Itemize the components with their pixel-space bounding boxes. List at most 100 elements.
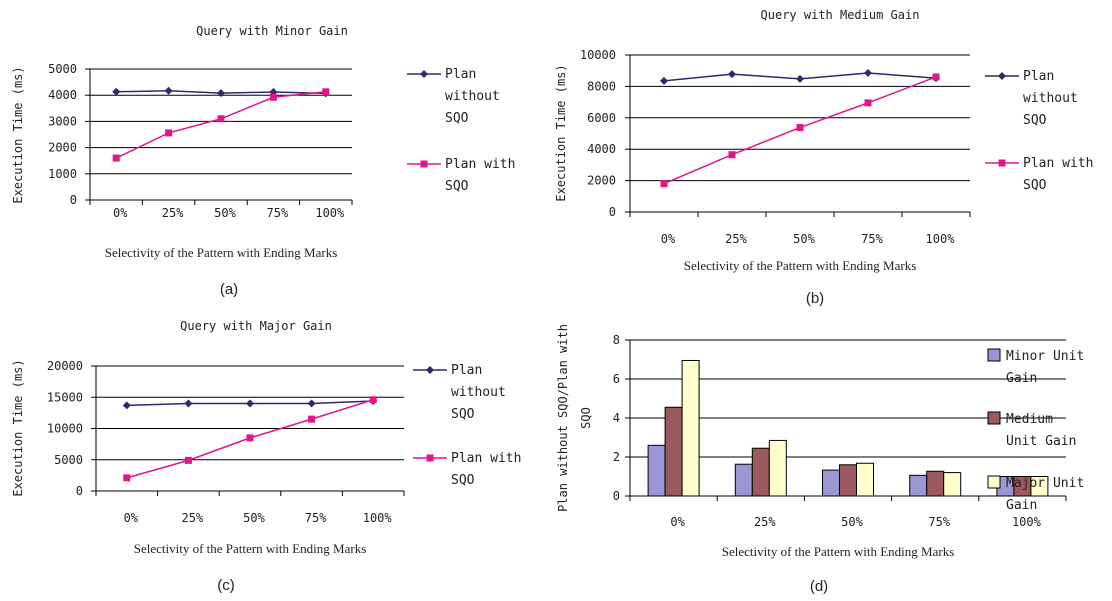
x-tick-label: 100% — [1012, 515, 1042, 529]
legend-label: SQO — [451, 407, 475, 422]
y-tick-label: 6 — [613, 372, 620, 386]
data-point-diamond — [164, 86, 173, 95]
data-point-diamond — [122, 401, 131, 410]
bar — [768, 439, 787, 497]
legend-label: without — [445, 89, 500, 104]
chart-1: Query with Medium Gain 0 2000 4000 6000 8000 1… — [554, 8, 1093, 307]
data-point-diamond — [184, 399, 193, 408]
series-line-plan-with-sqo — [115, 91, 326, 159]
bar — [751, 447, 770, 497]
y-tick-label: 0 — [70, 193, 77, 207]
y-tick-label: 15000 — [47, 390, 83, 404]
data-point-diamond — [307, 399, 316, 408]
legend-swatch — [987, 411, 1001, 425]
x-axis-label: Selectivity of the Pattern with Ending M… — [722, 544, 955, 559]
legend-label: Major Unit — [1006, 476, 1084, 491]
data-point-square — [123, 474, 131, 482]
bar — [839, 464, 857, 497]
bar — [926, 470, 945, 497]
data-point-diamond — [246, 399, 254, 408]
x-tick-label: 75% — [861, 232, 883, 246]
panel-caption: (b) — [806, 290, 824, 307]
y-tick-label: 5000 — [54, 453, 83, 467]
y-axis-label: Execution Time (ms) — [11, 66, 25, 203]
legend-marker-square — [998, 159, 1006, 167]
y-tick-label: 5000 — [48, 62, 77, 76]
legend-label: SQO — [1023, 113, 1047, 128]
data-point-square — [308, 415, 316, 423]
data-point-square — [246, 434, 254, 442]
data-point-square — [217, 115, 225, 123]
y-tick-label: 10000 — [47, 422, 83, 436]
x-axis-label: Selectivity of the Pattern with Ending M… — [105, 245, 338, 260]
y-tick-label: 3000 — [48, 114, 77, 128]
data-point-diamond — [864, 69, 872, 78]
data-point-square — [322, 88, 330, 96]
data-point-diamond — [796, 74, 804, 83]
data-point-square — [864, 99, 872, 107]
legend-marker-diamond — [998, 72, 1006, 80]
panel-caption: (c) — [217, 577, 235, 594]
x-tick-label: 0% — [113, 206, 128, 220]
x-tick-label: 75% — [305, 511, 327, 525]
y-tick-label: 8000 — [587, 79, 616, 93]
legend-marker-square — [426, 454, 434, 462]
y-axis-label: SQO — [579, 407, 593, 429]
x-tick-label: 25% — [182, 511, 204, 525]
y-tick-label: 0 — [613, 489, 620, 503]
panel-caption: (a) — [220, 281, 238, 298]
bar — [909, 474, 928, 497]
x-tick-label: 50% — [243, 511, 265, 525]
bar — [822, 469, 840, 497]
data-point-square — [112, 154, 120, 162]
chart-3: 0 2 4 6 8 Minor Unit Gain Medium Unit Gain Major … — [556, 324, 1084, 595]
legend-label: Plan with — [451, 451, 521, 466]
x-tick-label: 25% — [162, 206, 184, 220]
bar — [734, 463, 753, 497]
chart-0: Query with Minor Gain 0 1000 2000 3000 4000 50… — [11, 24, 515, 298]
legend-label: SQO — [451, 473, 475, 488]
legend-label: SQO — [1023, 178, 1047, 193]
bar — [647, 444, 666, 497]
x-tick-label: 50% — [214, 206, 236, 220]
chart-title: Query with Minor Gain — [196, 24, 348, 38]
y-tick-label: 0 — [609, 205, 616, 219]
chart-title: Query with Major Gain — [180, 319, 332, 333]
data-point-diamond — [660, 76, 668, 85]
legend-label: without — [1023, 91, 1078, 106]
legend-label: Gain — [1006, 498, 1037, 513]
chart-title: Query with Medium Gain — [761, 8, 920, 22]
x-tick-label: 75% — [928, 515, 950, 529]
x-tick-label: 100% — [315, 206, 345, 220]
x-tick-label: 0% — [124, 511, 139, 525]
x-tick-label: 100% — [363, 511, 393, 525]
y-axis-label: Execution Time (ms) — [11, 359, 25, 496]
bar — [856, 462, 874, 497]
data-point-square — [932, 73, 940, 81]
legend-label: Gain — [1006, 371, 1037, 386]
x-axis-label: Selectivity of the Pattern with Ending M… — [684, 258, 917, 273]
y-tick-label: 10000 — [580, 48, 616, 62]
data-point-square — [165, 129, 173, 137]
y-tick-label: 2 — [613, 450, 620, 464]
y-tick-label: 4000 — [587, 142, 616, 156]
y-tick-label: 2000 — [587, 174, 616, 188]
x-tick-label: 75% — [267, 206, 289, 220]
y-tick-label: 1000 — [48, 167, 77, 181]
x-tick-label: 25% — [754, 515, 776, 529]
legend-swatch — [987, 348, 1001, 362]
legend-label: Plan — [1023, 69, 1054, 84]
x-tick-label: 0% — [670, 515, 685, 529]
legend-label: Plan — [445, 67, 476, 82]
y-tick-label: 0 — [76, 484, 83, 498]
bar — [943, 472, 962, 497]
legend-marker-diamond — [426, 366, 434, 374]
legend-label: Plan with — [445, 157, 515, 172]
data-point-diamond — [217, 89, 225, 98]
x-tick-label: 25% — [725, 232, 747, 246]
legend-label: Plan — [451, 363, 482, 378]
y-tick-label: 4000 — [48, 88, 77, 102]
data-point-diamond — [112, 87, 121, 96]
x-tick-label: 0% — [661, 232, 676, 246]
